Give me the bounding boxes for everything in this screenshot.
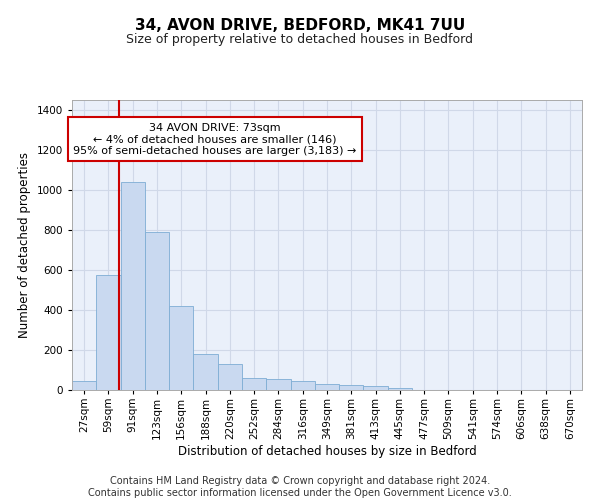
Bar — [364, 386, 388, 390]
Bar — [72, 380, 96, 390]
Text: Contains HM Land Registry data © Crown copyright and database right 2024.
Contai: Contains HM Land Registry data © Crown c… — [88, 476, 512, 498]
Text: 34 AVON DRIVE: 73sqm
← 4% of detached houses are smaller (146)
95% of semi-detac: 34 AVON DRIVE: 73sqm ← 4% of detached ho… — [73, 122, 356, 156]
Bar — [339, 384, 364, 390]
Text: 34, AVON DRIVE, BEDFORD, MK41 7UU: 34, AVON DRIVE, BEDFORD, MK41 7UU — [135, 18, 465, 32]
Bar — [388, 388, 412, 390]
Bar — [145, 232, 169, 390]
Bar — [290, 381, 315, 390]
Bar — [242, 378, 266, 390]
Bar — [96, 275, 121, 390]
Y-axis label: Number of detached properties: Number of detached properties — [18, 152, 31, 338]
Bar — [169, 306, 193, 390]
Bar — [266, 379, 290, 390]
Bar — [218, 364, 242, 390]
Bar — [315, 384, 339, 390]
X-axis label: Distribution of detached houses by size in Bedford: Distribution of detached houses by size … — [178, 444, 476, 458]
Bar — [193, 354, 218, 390]
Bar — [121, 182, 145, 390]
Text: Size of property relative to detached houses in Bedford: Size of property relative to detached ho… — [127, 32, 473, 46]
